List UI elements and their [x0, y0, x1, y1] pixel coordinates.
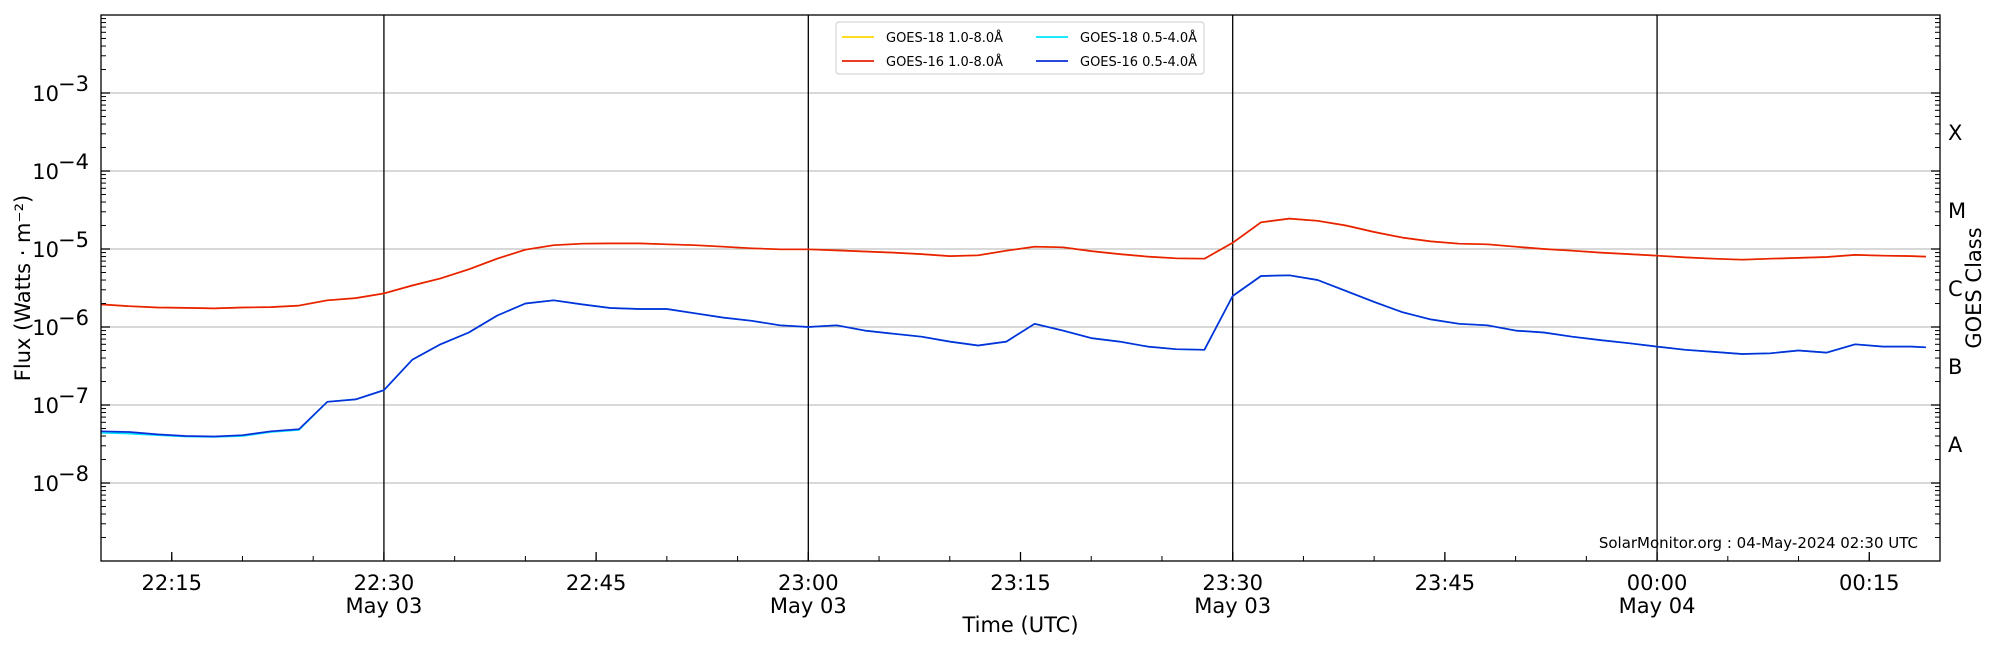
x-tick-label: 23:00	[778, 571, 839, 595]
goes-class-label: X	[1948, 121, 1962, 145]
x-tick-label: 00:00	[1627, 571, 1688, 595]
legend-entry: GOES-18 1.0-8.0Å	[886, 30, 1003, 46]
y-tick-exponent-label: −7	[58, 384, 89, 408]
grid-layer	[101, 15, 1940, 561]
x-tick-label: 22:15	[141, 571, 202, 595]
y-tick-label: 10	[32, 238, 59, 262]
y-tick-exponent-label: −3	[58, 72, 89, 96]
legend-box	[835, 21, 1205, 75]
series-line-1	[100, 217, 1926, 310]
watermark-text: SolarMonitor.org : 04-May-2024 02:30 UTC	[1599, 534, 1918, 552]
y-tick-label: 10	[32, 316, 59, 340]
y-tick-exponent-label: −8	[58, 462, 89, 486]
series-line-3	[100, 274, 1926, 438]
x-tick-label: 23:30	[1202, 571, 1263, 595]
y-tick-label: 10	[32, 394, 59, 418]
x-tick-label: 22:30	[354, 571, 415, 595]
legend-entry: GOES-16 0.5-4.0Å	[1080, 54, 1197, 70]
x-tick-date-label: May 03	[346, 594, 423, 618]
y-tick-label: 10	[32, 472, 59, 496]
x-tick-label: 22:45	[566, 571, 627, 595]
plot-frame	[100, 14, 1941, 562]
goes-class-label: C	[1948, 277, 1963, 301]
legend: GOES-18 1.0-8.0Å GOES-18 0.5-4.0Å GOES-16 …	[835, 21, 1205, 75]
y-tick-label: 10	[32, 82, 59, 106]
goes-class-label: A	[1948, 433, 1963, 457]
series-layer	[100, 217, 1926, 438]
x-tick-label: 23:45	[1415, 571, 1476, 595]
goes-class-label: B	[1948, 355, 1962, 379]
goes-class-label: M	[1948, 199, 1966, 223]
x-tick-date-label: May 03	[1194, 594, 1271, 618]
y-tick-label: 10	[32, 160, 59, 184]
y-tick-exponent-label: −5	[58, 228, 89, 252]
goes-class-axis-title: GOES Class	[1962, 227, 1986, 348]
x-tick-date-label: May 03	[770, 594, 847, 618]
y-tick-exponent-label: −6	[58, 306, 89, 330]
legend-entry: GOES-18 0.5-4.0Å	[1080, 30, 1197, 46]
x-tick-label: 00:15	[1839, 571, 1900, 595]
series-line-2	[100, 274, 1926, 438]
y-axis-title: Flux (Watts · m⁻²)	[11, 195, 35, 381]
legend-entry: GOES-16 1.0-8.0Å	[886, 54, 1003, 70]
y-tick-exponent-label: −4	[58, 150, 89, 174]
x-axis-title: Time (UTC)	[961, 613, 1078, 637]
x-tick-date-label: May 04	[1619, 594, 1696, 618]
x-tick-label: 23:15	[990, 571, 1051, 595]
